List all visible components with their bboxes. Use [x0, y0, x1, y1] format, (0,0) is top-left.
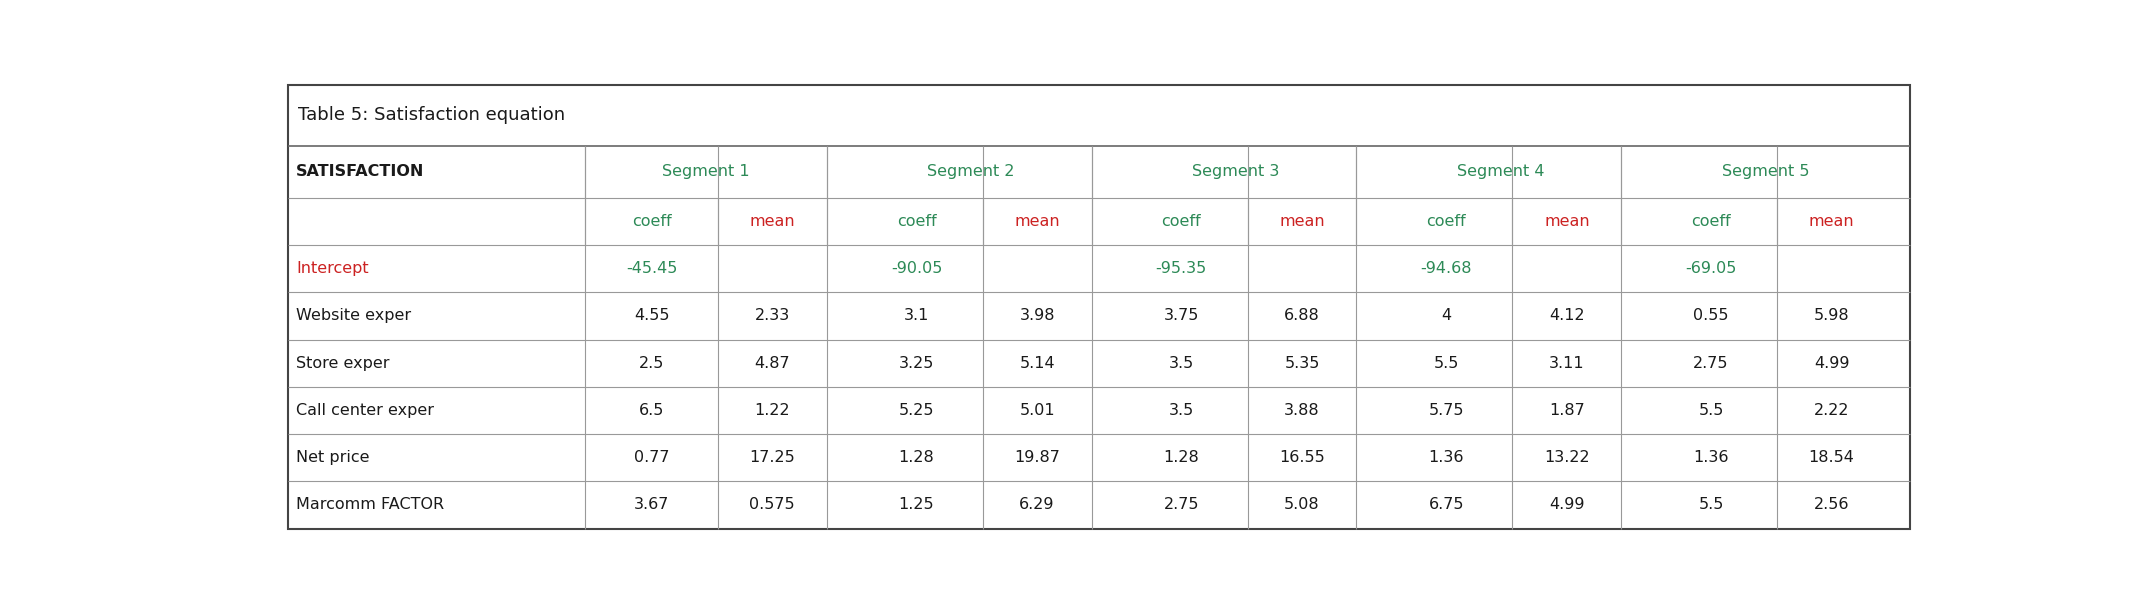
Text: mean: mean: [1280, 214, 1325, 229]
Text: 6.88: 6.88: [1284, 308, 1321, 324]
Text: Table 5: Satisfaction equation: Table 5: Satisfaction equation: [298, 106, 566, 124]
Text: coeff: coeff: [896, 214, 937, 229]
Text: 19.87: 19.87: [1014, 450, 1059, 465]
Text: SATISFACTION: SATISFACTION: [296, 164, 425, 180]
Text: 2.33: 2.33: [755, 308, 789, 324]
Text: 5.35: 5.35: [1284, 356, 1321, 371]
Text: 2.75: 2.75: [1164, 497, 1198, 512]
Text: coeff: coeff: [1162, 214, 1201, 229]
Text: 1.22: 1.22: [755, 403, 791, 418]
Text: 18.54: 18.54: [1810, 450, 1855, 465]
Text: 1.87: 1.87: [1548, 403, 1584, 418]
Text: 4.12: 4.12: [1548, 308, 1584, 324]
Text: 3.75: 3.75: [1164, 308, 1198, 324]
Text: 16.55: 16.55: [1280, 450, 1325, 465]
Text: 5.01: 5.01: [1018, 403, 1055, 418]
Text: 5.75: 5.75: [1428, 403, 1464, 418]
Text: 4.55: 4.55: [635, 308, 669, 324]
Text: coeff: coeff: [1426, 214, 1466, 229]
Text: 17.25: 17.25: [750, 450, 795, 465]
Text: 3.1: 3.1: [905, 308, 928, 324]
Text: Net price: Net price: [296, 450, 369, 465]
Text: 6.29: 6.29: [1018, 497, 1055, 512]
Text: mean: mean: [1014, 214, 1059, 229]
Text: 3.67: 3.67: [635, 497, 669, 512]
Text: 13.22: 13.22: [1544, 450, 1589, 465]
Text: Segment 5: Segment 5: [1722, 164, 1810, 180]
Text: 0.55: 0.55: [1694, 308, 1728, 324]
Text: -69.05: -69.05: [1685, 261, 1737, 276]
Text: 3.5: 3.5: [1168, 403, 1194, 418]
Text: 6.75: 6.75: [1428, 497, 1464, 512]
Text: mean: mean: [1544, 214, 1589, 229]
Text: 3.11: 3.11: [1548, 356, 1584, 371]
Text: 5.98: 5.98: [1814, 308, 1850, 324]
Text: 1.28: 1.28: [898, 450, 935, 465]
Text: Segment 2: Segment 2: [926, 164, 1014, 180]
Text: coeff: coeff: [632, 214, 671, 229]
Text: mean: mean: [1810, 214, 1855, 229]
Text: 1.36: 1.36: [1694, 450, 1728, 465]
Text: mean: mean: [750, 214, 795, 229]
Text: 3.25: 3.25: [898, 356, 935, 371]
Text: 6.5: 6.5: [639, 403, 665, 418]
Text: coeff: coeff: [1692, 214, 1730, 229]
Text: 0.575: 0.575: [750, 497, 795, 512]
Text: Call center exper: Call center exper: [296, 403, 435, 418]
Text: Segment 1: Segment 1: [662, 164, 750, 180]
Text: 2.56: 2.56: [1814, 497, 1850, 512]
Text: 4.99: 4.99: [1814, 356, 1850, 371]
Text: Segment 3: Segment 3: [1192, 164, 1280, 180]
Text: -95.35: -95.35: [1156, 261, 1207, 276]
Text: Intercept: Intercept: [296, 261, 369, 276]
Text: Store exper: Store exper: [296, 356, 390, 371]
Text: 5.14: 5.14: [1018, 356, 1055, 371]
Text: 2.22: 2.22: [1814, 403, 1850, 418]
Text: 2.75: 2.75: [1694, 356, 1728, 371]
Text: Website exper: Website exper: [296, 308, 412, 324]
Text: 3.88: 3.88: [1284, 403, 1321, 418]
Text: 5.5: 5.5: [1698, 403, 1724, 418]
Text: 4.99: 4.99: [1550, 497, 1584, 512]
Text: 1.36: 1.36: [1428, 450, 1464, 465]
Text: 3.98: 3.98: [1018, 308, 1055, 324]
Text: 0.77: 0.77: [635, 450, 669, 465]
Text: 4: 4: [1441, 308, 1451, 324]
Text: 5.08: 5.08: [1284, 497, 1321, 512]
Text: -94.68: -94.68: [1421, 261, 1473, 276]
Text: 1.28: 1.28: [1164, 450, 1198, 465]
Text: 4.87: 4.87: [755, 356, 791, 371]
Text: -90.05: -90.05: [890, 261, 941, 276]
Text: 5.25: 5.25: [898, 403, 935, 418]
Text: 5.5: 5.5: [1434, 356, 1458, 371]
Text: 5.5: 5.5: [1698, 497, 1724, 512]
Text: -45.45: -45.45: [626, 261, 678, 276]
Text: Segment 4: Segment 4: [1458, 164, 1544, 180]
Text: 1.25: 1.25: [898, 497, 935, 512]
Text: 3.5: 3.5: [1168, 356, 1194, 371]
Text: 2.5: 2.5: [639, 356, 665, 371]
Text: Marcomm FACTOR: Marcomm FACTOR: [296, 497, 444, 512]
